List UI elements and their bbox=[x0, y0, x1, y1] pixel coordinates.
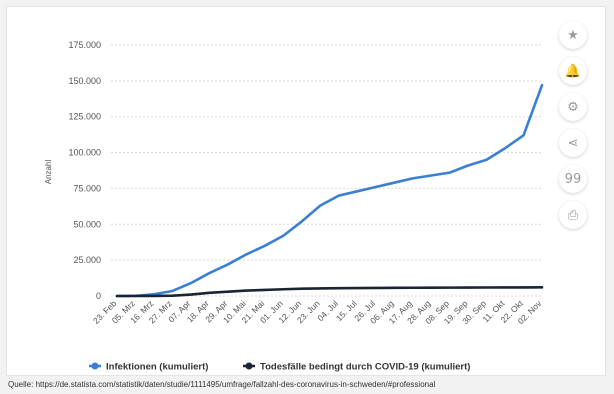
source-citation: Quelle: https://de.statista.com/statisti… bbox=[8, 380, 436, 389]
series-line-infektionen bbox=[115, 83, 544, 298]
data-point bbox=[374, 186, 377, 188]
data-point bbox=[337, 287, 340, 290]
data-point bbox=[485, 158, 488, 161]
data-point bbox=[208, 291, 211, 294]
cite-button[interactable]: 99 bbox=[559, 165, 587, 193]
data-point bbox=[208, 272, 211, 274]
data-point bbox=[522, 134, 525, 137]
data-point bbox=[190, 282, 192, 284]
bell-icon: 🔔 bbox=[564, 63, 582, 79]
data-point bbox=[448, 171, 451, 174]
y-tick-label: 25.000 bbox=[73, 255, 101, 265]
notification-button[interactable]: 🔔 bbox=[559, 57, 587, 85]
data-point bbox=[393, 286, 396, 289]
data-point bbox=[245, 289, 248, 292]
legend-marker bbox=[91, 362, 99, 370]
data-point bbox=[263, 244, 266, 247]
y-tick-label: 125.000 bbox=[68, 112, 101, 122]
data-point bbox=[319, 204, 322, 207]
data-point bbox=[282, 234, 285, 237]
data-point bbox=[467, 164, 469, 167]
data-point bbox=[430, 286, 433, 289]
line-chart: 175.000 150.000 125.000 100.000 75.000 50.000… bbox=[44, 40, 544, 373]
settings-button[interactable]: ⚙ bbox=[559, 93, 587, 121]
share-icon: ⋖ bbox=[567, 135, 579, 151]
print-button[interactable]: ⎙ bbox=[559, 201, 587, 229]
data-point bbox=[153, 295, 155, 297]
star-icon: ★ bbox=[567, 27, 579, 43]
y-tick-label: 150.000 bbox=[68, 76, 101, 86]
data-point bbox=[116, 295, 118, 297]
legend-label[interactable]: Todesfälle bedingt durch COVID-19 (kumul… bbox=[260, 362, 470, 373]
y-tick-label: 75.000 bbox=[73, 183, 101, 193]
data-point bbox=[300, 220, 303, 223]
data-point bbox=[226, 263, 229, 266]
data-point bbox=[356, 190, 359, 193]
y-tick-label: 175.000 bbox=[68, 40, 101, 50]
data-point bbox=[226, 290, 229, 293]
data-point bbox=[190, 293, 192, 296]
legend-label[interactable]: Infektionen (kumuliert) bbox=[106, 362, 208, 373]
data-point bbox=[300, 287, 303, 290]
data-point bbox=[393, 181, 396, 184]
data-point bbox=[448, 286, 451, 289]
data-point bbox=[411, 177, 414, 180]
data-point bbox=[411, 286, 414, 289]
data-point bbox=[337, 194, 340, 197]
favorite-button[interactable]: ★ bbox=[559, 21, 587, 49]
data-point bbox=[356, 287, 359, 289]
data-point bbox=[134, 295, 137, 297]
print-icon: ⎙ bbox=[567, 207, 579, 223]
data-point bbox=[504, 286, 506, 289]
quote-icon: 99 bbox=[564, 171, 582, 187]
y-tick-label: 50.000 bbox=[73, 219, 101, 229]
chart-card: 175.000 150.000 125.000 100.000 75.000 50.000… bbox=[6, 6, 606, 376]
data-point bbox=[430, 174, 433, 177]
data-point bbox=[282, 288, 285, 291]
chart-toolbar: ★ 🔔 ⚙ ⋖ 99 ⎙ bbox=[555, 21, 595, 237]
data-point bbox=[319, 287, 322, 290]
data-point bbox=[374, 287, 377, 289]
data-point bbox=[263, 289, 266, 291]
series-line-todesfaelle bbox=[115, 286, 544, 298]
share-button[interactable]: ⋖ bbox=[559, 129, 587, 157]
y-tick-label: 0 bbox=[96, 291, 101, 301]
y-tick-label: 100.000 bbox=[68, 148, 101, 158]
y-axis-label: Anzahl bbox=[44, 160, 53, 185]
data-point bbox=[467, 286, 469, 289]
data-point bbox=[485, 286, 488, 289]
data-point bbox=[171, 294, 174, 297]
data-point bbox=[245, 253, 248, 256]
data-point bbox=[522, 286, 525, 289]
legend-marker bbox=[245, 362, 253, 370]
data-point bbox=[541, 84, 543, 87]
data-point bbox=[171, 290, 174, 292]
data-point bbox=[504, 147, 506, 150]
gear-icon: ⚙ bbox=[567, 99, 579, 115]
data-point bbox=[541, 286, 543, 289]
